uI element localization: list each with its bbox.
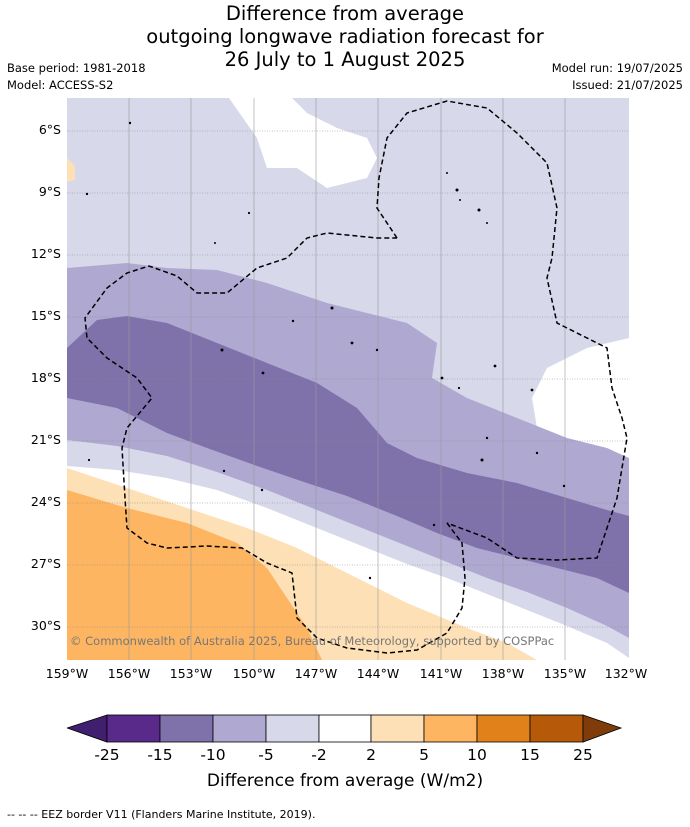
model-run: Model run: 19/07/2025 bbox=[551, 61, 683, 75]
lon-label: 150°W bbox=[232, 666, 276, 681]
colorbar-tick: -25 bbox=[94, 746, 120, 764]
colorbar-swatch bbox=[159, 714, 214, 743]
lon-label: 147°W bbox=[294, 666, 338, 681]
meta-right: Model run: 19/07/2025 Issued: 21/07/2025 bbox=[552, 60, 683, 94]
title-line-3: 26 July to 1 August 2025 bbox=[224, 48, 466, 71]
lat-label: 15°S bbox=[30, 308, 61, 323]
meta-left: Base period: 1981-2018 Model: ACCESS-S2 bbox=[7, 60, 146, 94]
colorbar-tick: 10 bbox=[467, 746, 487, 764]
model-name: Model: ACCESS-S2 bbox=[7, 78, 114, 92]
lat-label: 6°S bbox=[38, 122, 61, 137]
lon-label: 153°W bbox=[169, 666, 213, 681]
lat-label: 30°S bbox=[30, 618, 61, 633]
map-title: Difference from average outgoing longwav… bbox=[0, 2, 690, 71]
band-dark-purple bbox=[67, 316, 629, 593]
colorbar-swatch bbox=[423, 714, 478, 743]
colorbar-tick: 25 bbox=[573, 746, 593, 764]
colorbar-arrow-right bbox=[582, 714, 623, 743]
base-period: Base period: 1981-2018 bbox=[7, 61, 146, 75]
colorbar-swatch bbox=[476, 714, 531, 743]
lon-label: 141°W bbox=[419, 666, 463, 681]
lon-label: 156°W bbox=[107, 666, 151, 681]
copyright-note: © Commonwealth of Australia 2025, Bureau… bbox=[70, 634, 555, 648]
title-line-2: outgoing longwave radiation forecast for bbox=[146, 25, 544, 48]
issued-date: Issued: 21/07/2025 bbox=[572, 78, 683, 92]
islands bbox=[85, 121, 566, 580]
lat-label: 24°S bbox=[30, 494, 61, 509]
neutral-area-right bbox=[532, 338, 629, 458]
meridians bbox=[128, 98, 566, 660]
graticule bbox=[67, 130, 629, 628]
colorbar-tick: -15 bbox=[147, 746, 173, 764]
neutral-area-top bbox=[229, 98, 377, 188]
colorbar-swatch bbox=[529, 714, 584, 743]
lon-label: 135°W bbox=[543, 666, 587, 681]
colorbar-swatch bbox=[265, 714, 320, 743]
colorbar-tick: -5 bbox=[258, 746, 274, 764]
colorbar-label: Difference from average (W/m2) bbox=[206, 771, 484, 791]
lat-label: 27°S bbox=[30, 556, 61, 571]
colorbar bbox=[67, 714, 623, 743]
colorbar-tick: -2 bbox=[311, 746, 327, 764]
colorbar-swatch bbox=[318, 714, 372, 743]
anomaly-map bbox=[67, 98, 629, 660]
colorbar-swatch bbox=[106, 714, 161, 743]
colorbar-tick: 15 bbox=[520, 746, 540, 764]
lat-label: 21°S bbox=[30, 432, 61, 447]
eez-legend-note: -- -- -- EEZ border V11 (Flanders Marine… bbox=[7, 808, 316, 821]
colorbar-tick: 5 bbox=[419, 746, 429, 764]
lon-label: 144°W bbox=[356, 666, 400, 681]
eez-borders bbox=[84, 100, 628, 654]
colorbar-swatch bbox=[370, 714, 425, 743]
lat-label: 9°S bbox=[38, 184, 61, 199]
lon-label: 159°W bbox=[45, 666, 89, 681]
colorbar-swatch bbox=[212, 714, 267, 743]
band-orange bbox=[67, 490, 322, 660]
title-line-1: Difference from average bbox=[225, 2, 465, 25]
lon-label: 138°W bbox=[481, 666, 525, 681]
colorbar-tick: -10 bbox=[200, 746, 226, 764]
colorbar-arrow-left bbox=[67, 714, 108, 743]
lat-label: 18°S bbox=[30, 370, 61, 385]
lon-label: 132°W bbox=[604, 666, 648, 681]
lat-label: 12°S bbox=[30, 246, 61, 261]
small-orange-patch bbox=[67, 158, 75, 182]
colorbar-tick: 2 bbox=[366, 746, 376, 764]
